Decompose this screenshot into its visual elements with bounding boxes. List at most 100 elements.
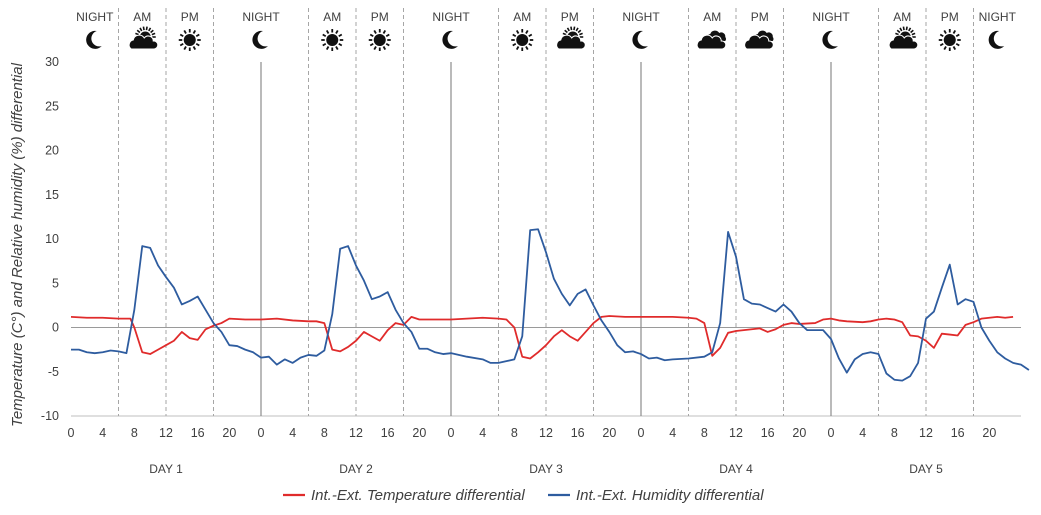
- sun-ray: [896, 29, 901, 34]
- sun-ray: [322, 33, 327, 38]
- x-tick-label: 8: [131, 426, 138, 440]
- x-tick-label: 8: [321, 426, 328, 440]
- sun-ray: [192, 30, 197, 34]
- sun-ray: [895, 32, 899, 36]
- x-tick-label: 20: [982, 426, 996, 440]
- sun-icon: [938, 29, 961, 51]
- sun-ray: [325, 46, 330, 50]
- sun-ray: [910, 29, 914, 34]
- cloud-front: [744, 34, 774, 50]
- moon-icon: [632, 30, 648, 49]
- sun-ray: [145, 26, 148, 31]
- cloud-icon: [696, 30, 727, 50]
- temperature-series-line: [70, 315, 1014, 360]
- day-label: DAY 4: [719, 462, 753, 476]
- sun-ray: [179, 33, 184, 38]
- period-header: NIGHT AM PM NIGHT AM PM NIGHT AM PM NIGHT AM PM NIGH…: [76, 10, 1017, 51]
- x-tick-label: 12: [729, 426, 743, 440]
- sun-ray: [382, 46, 387, 50]
- period-label: NIGHT: [622, 10, 660, 24]
- sun-ray: [902, 26, 905, 31]
- sun-ray: [142, 26, 145, 31]
- y-tick-label: 25: [45, 99, 59, 113]
- sun-cloud-icon: [556, 26, 586, 50]
- sun-ray: [570, 26, 573, 31]
- sun-disc: [326, 34, 339, 46]
- sun-ray: [512, 42, 517, 47]
- x-tick-label: 12: [159, 426, 173, 440]
- sun-ray: [373, 30, 377, 34]
- period-label: NIGHT: [812, 10, 850, 24]
- sun-ray: [183, 46, 187, 50]
- x-tick-label: 4: [289, 426, 296, 440]
- x-tick-label: 16: [571, 426, 585, 440]
- sun-ray: [369, 33, 374, 38]
- sun-ray: [335, 30, 339, 34]
- period-label: NIGHT: [979, 10, 1017, 24]
- sun-disc: [183, 34, 196, 46]
- x-tick-label: 20: [412, 426, 426, 440]
- sun-ray: [151, 32, 156, 36]
- sun-ray: [515, 46, 520, 50]
- cloud-front: [696, 34, 727, 50]
- x-tick-label: 4: [859, 426, 866, 440]
- y-tick-label: 20: [45, 144, 59, 158]
- sun-cloud-icon: [128, 26, 159, 50]
- moon-shape: [442, 30, 458, 49]
- period-label: PM: [371, 10, 389, 24]
- period-label: AM: [513, 10, 531, 24]
- day-label: DAY 5: [909, 462, 943, 476]
- period-label: NIGHT: [76, 10, 114, 24]
- sun-ray: [183, 30, 187, 34]
- y-tick-label: 10: [45, 232, 59, 246]
- x-tick-label: 8: [891, 426, 898, 440]
- sun-ray: [195, 42, 200, 47]
- sun-ray: [525, 46, 529, 50]
- moon-icon: [822, 30, 838, 49]
- cloud-shape: [556, 34, 586, 50]
- sun-ray: [335, 46, 339, 50]
- sun-ray: [955, 33, 960, 38]
- cloud-shape: [888, 34, 919, 50]
- sun-ray: [939, 42, 944, 47]
- y-tick-label: 15: [45, 188, 59, 202]
- period-label: AM: [323, 10, 341, 24]
- legend-label: Int.-Ext. Humidity differential: [576, 487, 764, 504]
- x-tick-label: 4: [99, 426, 106, 440]
- x-tick-label: 16: [761, 426, 775, 440]
- period-label: PM: [941, 10, 959, 24]
- legend: Int.-Ext. Temperature differential Int.-E…: [283, 487, 764, 504]
- moon-shape: [86, 30, 102, 49]
- sun-icon: [321, 29, 344, 51]
- period-label: PM: [751, 10, 769, 24]
- sun-ray: [150, 29, 154, 34]
- sun-ray: [579, 32, 583, 36]
- sun-ray: [943, 30, 947, 34]
- moon-shape: [822, 30, 838, 49]
- sun-ray: [139, 27, 143, 32]
- moon-shape: [988, 30, 1005, 49]
- y-axis-title: Temperature (C°) and Relative humidity (…: [9, 62, 26, 427]
- x-tick-label: 4: [669, 426, 676, 440]
- moon-icon: [988, 30, 1005, 49]
- sun-ray: [943, 46, 947, 50]
- x-tick-label: 20: [602, 426, 616, 440]
- y-tick-label: 0: [52, 321, 59, 335]
- sun-icon: [178, 29, 201, 51]
- humidity-series-line: [71, 228, 1030, 382]
- period-label: PM: [181, 10, 199, 24]
- sun-icon: [368, 29, 391, 51]
- sun-ray: [952, 46, 957, 50]
- sun-ray: [528, 42, 533, 47]
- x-tick-label: 0: [448, 426, 455, 440]
- sun-ray: [385, 42, 390, 47]
- period-label: AM: [133, 10, 151, 24]
- sun-ray: [148, 27, 152, 32]
- sun-ray: [566, 27, 570, 32]
- sun-ray: [905, 26, 908, 31]
- cloud-icon: [744, 30, 774, 50]
- period-label: AM: [703, 10, 721, 24]
- x-tick-label: 12: [539, 426, 553, 440]
- sun-ray: [195, 33, 200, 38]
- period-label: NIGHT: [432, 10, 470, 24]
